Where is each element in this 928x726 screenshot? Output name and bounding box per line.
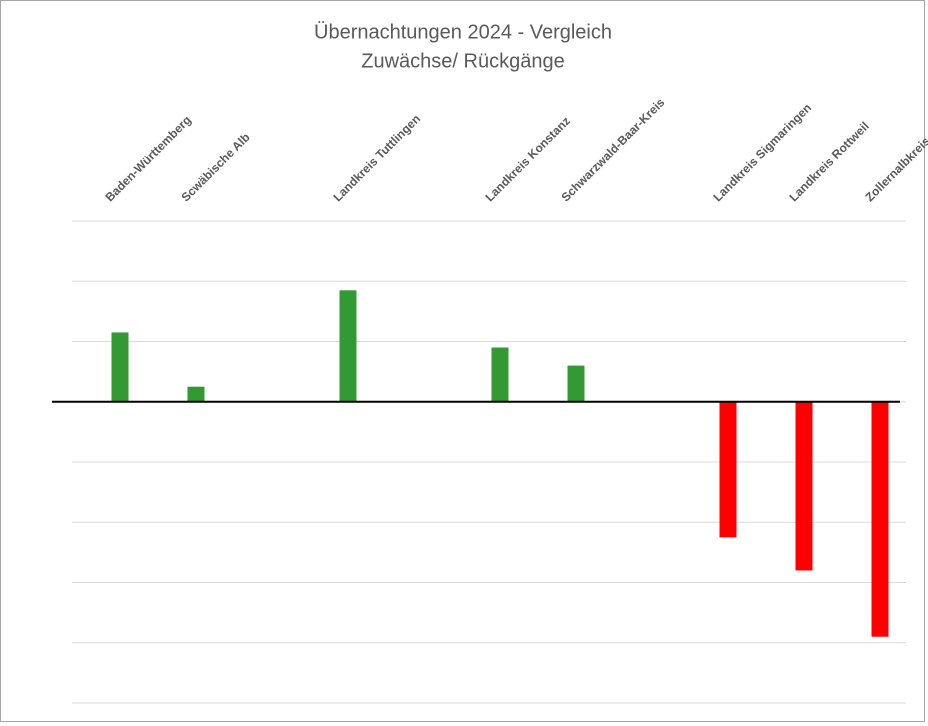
bar <box>719 401 737 538</box>
chart-title: Übernachtungen 2024 - Vergleich <box>314 21 612 43</box>
bar <box>111 332 129 402</box>
bar <box>567 365 585 402</box>
bar <box>339 290 357 402</box>
chart-subtitle: Zuwächse/ Rückgänge <box>361 50 564 72</box>
bar <box>871 401 889 637</box>
bar <box>795 401 813 571</box>
bar <box>491 347 509 402</box>
bar <box>187 386 205 402</box>
